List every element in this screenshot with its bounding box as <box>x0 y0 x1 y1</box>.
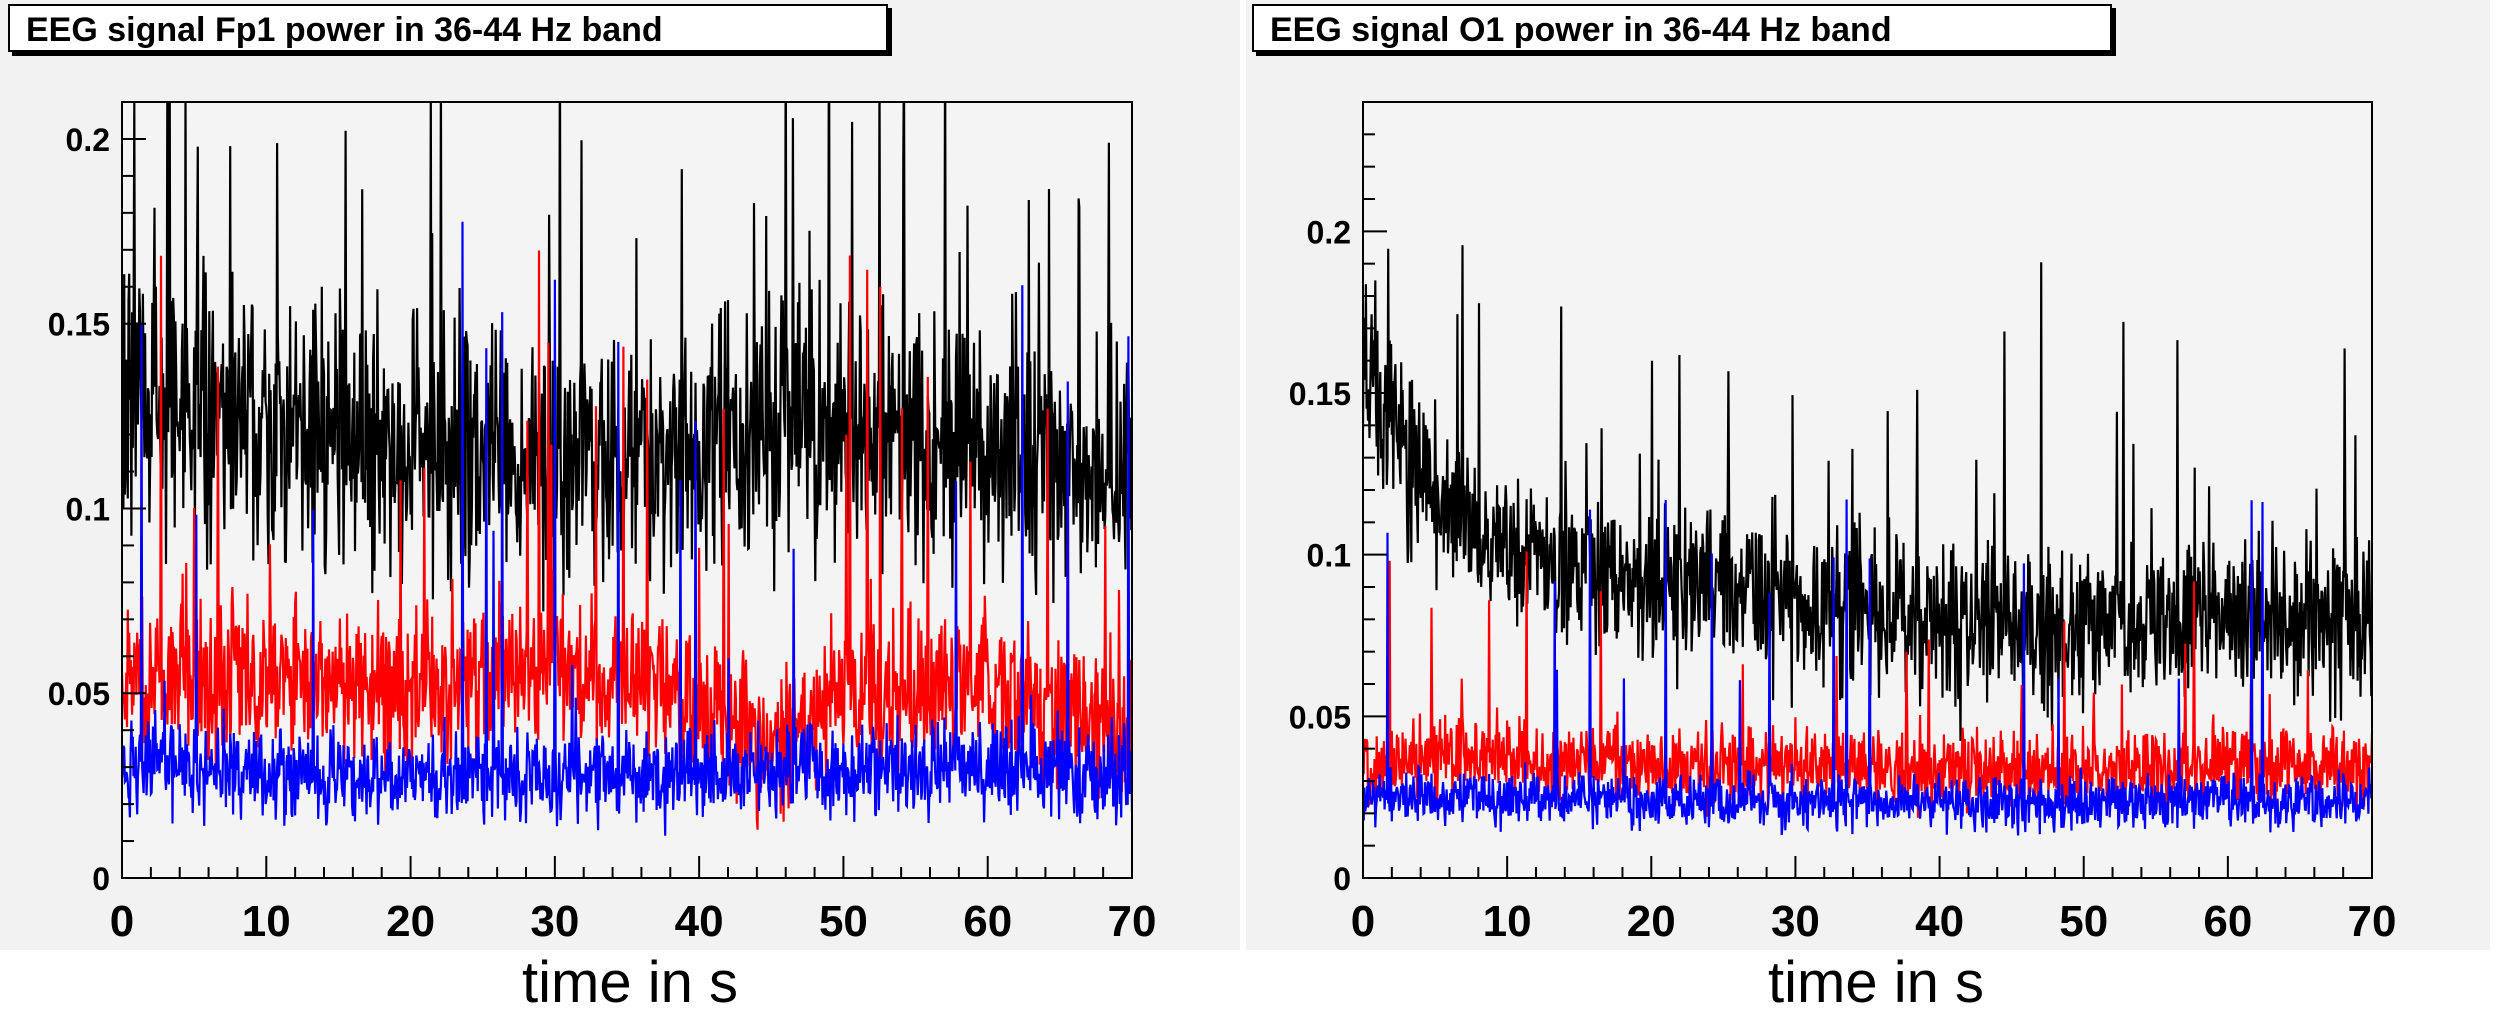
y-tick-label: 0.2 <box>66 122 110 158</box>
y-tick-label: 0 <box>1333 861 1351 897</box>
x-tick-label: 30 <box>1771 897 1820 946</box>
x-tick-label: 50 <box>2059 897 2108 946</box>
series-group <box>1363 245 2372 836</box>
y-tick-label: 0.05 <box>48 676 110 712</box>
y-tick-label: 0.2 <box>1307 214 1351 250</box>
x-tick-label: 10 <box>1483 897 1532 946</box>
chart-fp1: 0 10 20 30 40 50 60 70 0 0.05 0.1 0.15 0.2 <box>48 101 1157 946</box>
x-tick-label: 40 <box>675 897 724 946</box>
x-tick-label: 30 <box>530 897 579 946</box>
series-line-1 <box>122 250 1132 830</box>
plot-frame <box>121 101 1133 879</box>
series-line-2 <box>122 221 1132 836</box>
series-line-0 <box>1363 245 2372 741</box>
x-axis-label-o1: time in s <box>1768 950 1984 1015</box>
series-line-0 <box>122 102 1132 612</box>
chart-o1: 0 10 20 30 40 50 60 70 0 0.05 0.1 0.15 0.2 <box>1289 101 2397 946</box>
x-tick-label: 60 <box>963 897 1012 946</box>
x-tick-label: 70 <box>2348 897 2397 946</box>
x-tick-label: 20 <box>386 897 435 946</box>
series-line-2 <box>1363 499 2372 836</box>
x-tick-label: 0 <box>110 897 134 946</box>
x-axis-label-fp1: time in s <box>522 950 738 1015</box>
y-tick-label: 0.15 <box>48 307 110 343</box>
chart-title-o1: EEG signal O1 power in 36-44 Hz band <box>1252 4 2112 52</box>
panel-divider <box>1240 0 1246 950</box>
y-tick-label: 0.05 <box>1289 699 1351 735</box>
x-tick-label: 70 <box>1108 897 1157 946</box>
y-tick-label: 0.15 <box>1289 376 1351 412</box>
series-group <box>122 102 1132 836</box>
chart-title-fp1: EEG signal Fp1 power in 36-44 Hz band <box>8 4 888 52</box>
x-tick-label: 60 <box>2203 897 2252 946</box>
x-tick-label: 20 <box>1627 897 1676 946</box>
x-tick-label: 40 <box>1915 897 1964 946</box>
x-tick-label: 50 <box>819 897 868 946</box>
y-tick-label: 0 <box>92 861 110 897</box>
x-tick-label: 0 <box>1351 897 1375 946</box>
y-tick-label: 0.1 <box>1307 538 1351 574</box>
series-line-1 <box>1363 551 2372 819</box>
x-tick-label: 10 <box>242 897 291 946</box>
y-tick-label: 0.1 <box>66 491 110 527</box>
